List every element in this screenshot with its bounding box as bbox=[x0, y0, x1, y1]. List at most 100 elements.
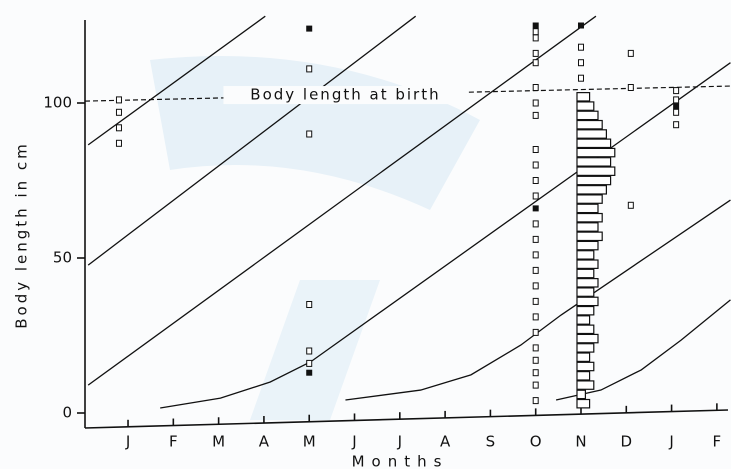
count-bar bbox=[576, 250, 595, 260]
count-bar bbox=[576, 324, 595, 335]
y-tick-label: 50 bbox=[53, 249, 72, 267]
filled-point bbox=[306, 25, 313, 32]
y-tick-label: 0 bbox=[62, 404, 72, 422]
count-bar bbox=[576, 138, 612, 149]
x-tick-label: J bbox=[351, 433, 356, 451]
filled-point bbox=[532, 22, 539, 29]
count-bar bbox=[576, 296, 599, 307]
point bbox=[306, 65, 313, 73]
count-bar bbox=[576, 380, 595, 390]
count-bar bbox=[576, 110, 599, 121]
count-bar bbox=[576, 315, 591, 325]
x-tick-label: O bbox=[530, 433, 542, 451]
point bbox=[532, 356, 539, 364]
count-bar bbox=[576, 203, 599, 214]
point bbox=[532, 28, 539, 36]
x-tick-label: N bbox=[575, 433, 586, 451]
point bbox=[577, 43, 584, 51]
x-tick-label: D bbox=[621, 433, 633, 451]
point bbox=[115, 96, 122, 104]
count-bar bbox=[576, 175, 612, 186]
point bbox=[577, 74, 584, 82]
count-bar bbox=[576, 194, 603, 204]
point bbox=[673, 121, 680, 129]
point bbox=[306, 301, 313, 308]
count-bar bbox=[576, 92, 591, 102]
count-bar bbox=[576, 157, 612, 167]
point bbox=[627, 84, 634, 91]
point bbox=[532, 369, 539, 377]
point bbox=[532, 177, 539, 184]
birth-line bbox=[84, 85, 731, 102]
growth-line bbox=[160, 62, 731, 409]
count-bar bbox=[576, 231, 603, 242]
count-bar bbox=[576, 398, 591, 409]
count-bar bbox=[576, 371, 591, 381]
y-tick-label: 100 bbox=[43, 94, 72, 112]
point bbox=[532, 313, 539, 321]
count-bar bbox=[576, 212, 603, 223]
count-bar bbox=[576, 240, 599, 251]
x-tick-label: J bbox=[668, 433, 673, 451]
x-axis-label: Months bbox=[352, 453, 449, 469]
birth-label: Body length at birth bbox=[250, 86, 440, 104]
y-axis-label: Body length in cm bbox=[13, 141, 31, 329]
count-bar bbox=[576, 333, 599, 344]
count-bar bbox=[576, 343, 595, 353]
count-bar bbox=[576, 101, 595, 111]
filled-point bbox=[577, 22, 584, 29]
x-tick-label: J bbox=[125, 433, 130, 451]
x-tick-label: M bbox=[303, 433, 316, 451]
count-bar bbox=[576, 361, 595, 372]
count-bar bbox=[576, 129, 607, 139]
point bbox=[532, 381, 539, 389]
point bbox=[627, 201, 634, 209]
point bbox=[532, 146, 539, 153]
point bbox=[532, 266, 539, 274]
point bbox=[532, 49, 539, 57]
point bbox=[532, 220, 539, 228]
point bbox=[673, 87, 680, 95]
filled-point bbox=[306, 369, 313, 376]
point bbox=[532, 297, 539, 305]
point bbox=[532, 111, 539, 119]
count-bar bbox=[576, 389, 586, 400]
x-tick-label: A bbox=[259, 433, 270, 451]
point bbox=[306, 359, 313, 367]
x-tick-label: F bbox=[169, 433, 178, 451]
count-bar bbox=[576, 119, 603, 130]
count-bar bbox=[576, 305, 595, 316]
growth-line bbox=[87, 15, 417, 266]
point bbox=[532, 282, 539, 290]
count-bar bbox=[576, 287, 595, 297]
point bbox=[532, 84, 539, 91]
filled-point bbox=[532, 205, 539, 212]
x-tick-label: S bbox=[486, 433, 496, 451]
count-bar bbox=[576, 259, 599, 269]
point bbox=[627, 49, 634, 57]
point bbox=[532, 161, 539, 169]
point bbox=[532, 344, 539, 352]
point bbox=[115, 108, 122, 116]
growth-line bbox=[87, 15, 597, 386]
count-bar bbox=[576, 268, 595, 279]
point bbox=[532, 192, 539, 200]
point bbox=[673, 108, 680, 116]
count-bar bbox=[576, 222, 599, 232]
point bbox=[532, 235, 539, 243]
point bbox=[532, 34, 539, 42]
filled-point bbox=[673, 103, 680, 110]
watermark bbox=[250, 280, 380, 420]
x-tick-label: A bbox=[440, 433, 451, 451]
count-bar bbox=[576, 166, 616, 176]
point bbox=[532, 397, 539, 405]
point bbox=[532, 59, 539, 67]
point bbox=[577, 59, 584, 67]
point bbox=[532, 251, 539, 259]
growth-line bbox=[87, 15, 266, 146]
count-bar bbox=[576, 278, 599, 288]
point bbox=[532, 99, 539, 107]
label-bg bbox=[223, 86, 468, 105]
